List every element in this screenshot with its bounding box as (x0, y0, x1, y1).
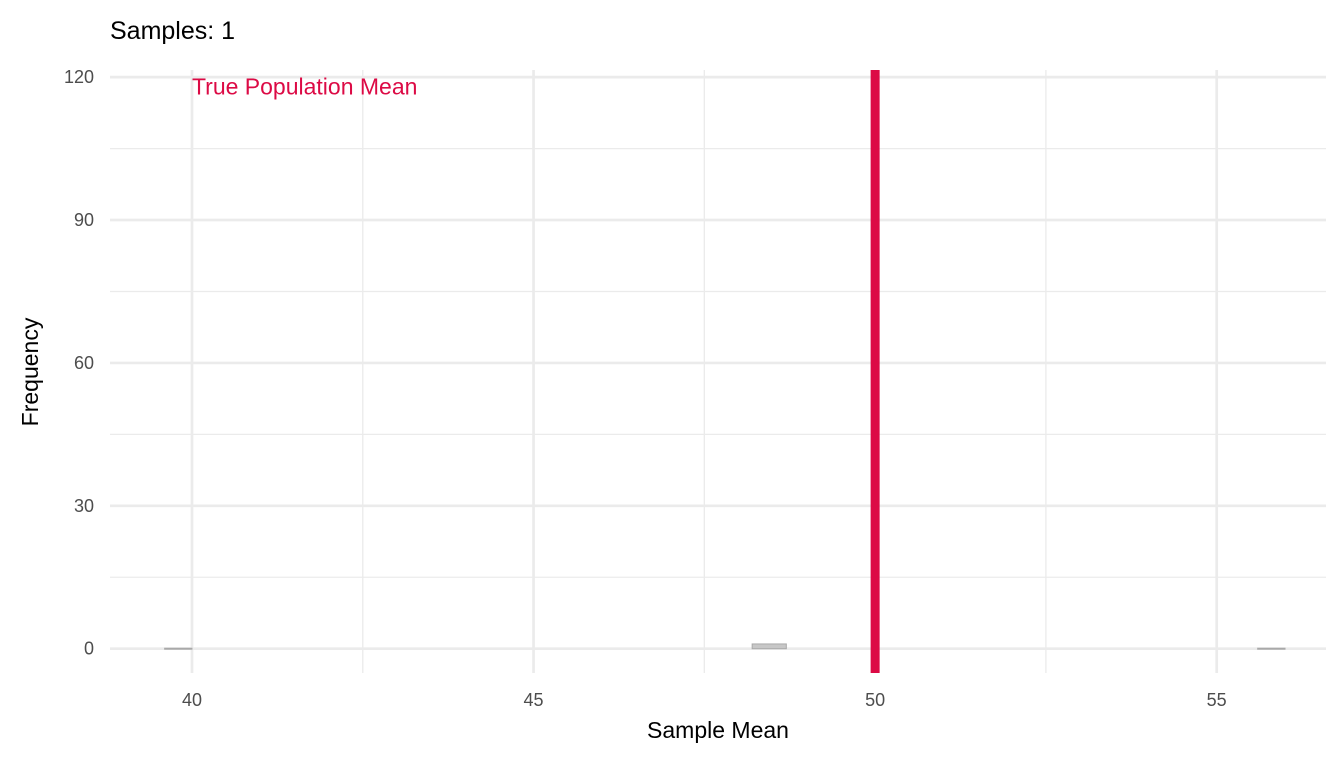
x-tick-label: 40 (182, 690, 202, 710)
histogram-bar (751, 643, 787, 650)
histogram-bars (164, 643, 1286, 650)
reference-line-group: True Population Mean (192, 70, 880, 673)
y-tick-label: 120 (64, 67, 94, 87)
y-tick-label: 90 (74, 210, 94, 230)
x-tick-label: 55 (1207, 690, 1227, 710)
histogram-bar (1257, 647, 1286, 650)
population-mean-label: True Population Mean (192, 74, 417, 100)
grid-lines (110, 70, 1326, 673)
y-axis-ticks: 0 30 60 90 120 (64, 67, 94, 659)
x-tick-label: 45 (524, 690, 544, 710)
chart-title: Samples: 1 (110, 17, 235, 45)
x-axis-ticks: 40 45 50 55 (182, 690, 1227, 710)
y-tick-label: 30 (74, 496, 94, 516)
x-tick-label: 50 (865, 690, 885, 710)
y-tick-label: 0 (84, 639, 94, 659)
y-axis-title: Frequency (17, 317, 43, 426)
x-axis-title: Sample Mean (647, 717, 789, 743)
y-tick-label: 60 (74, 353, 94, 373)
histogram-bar (164, 647, 193, 650)
